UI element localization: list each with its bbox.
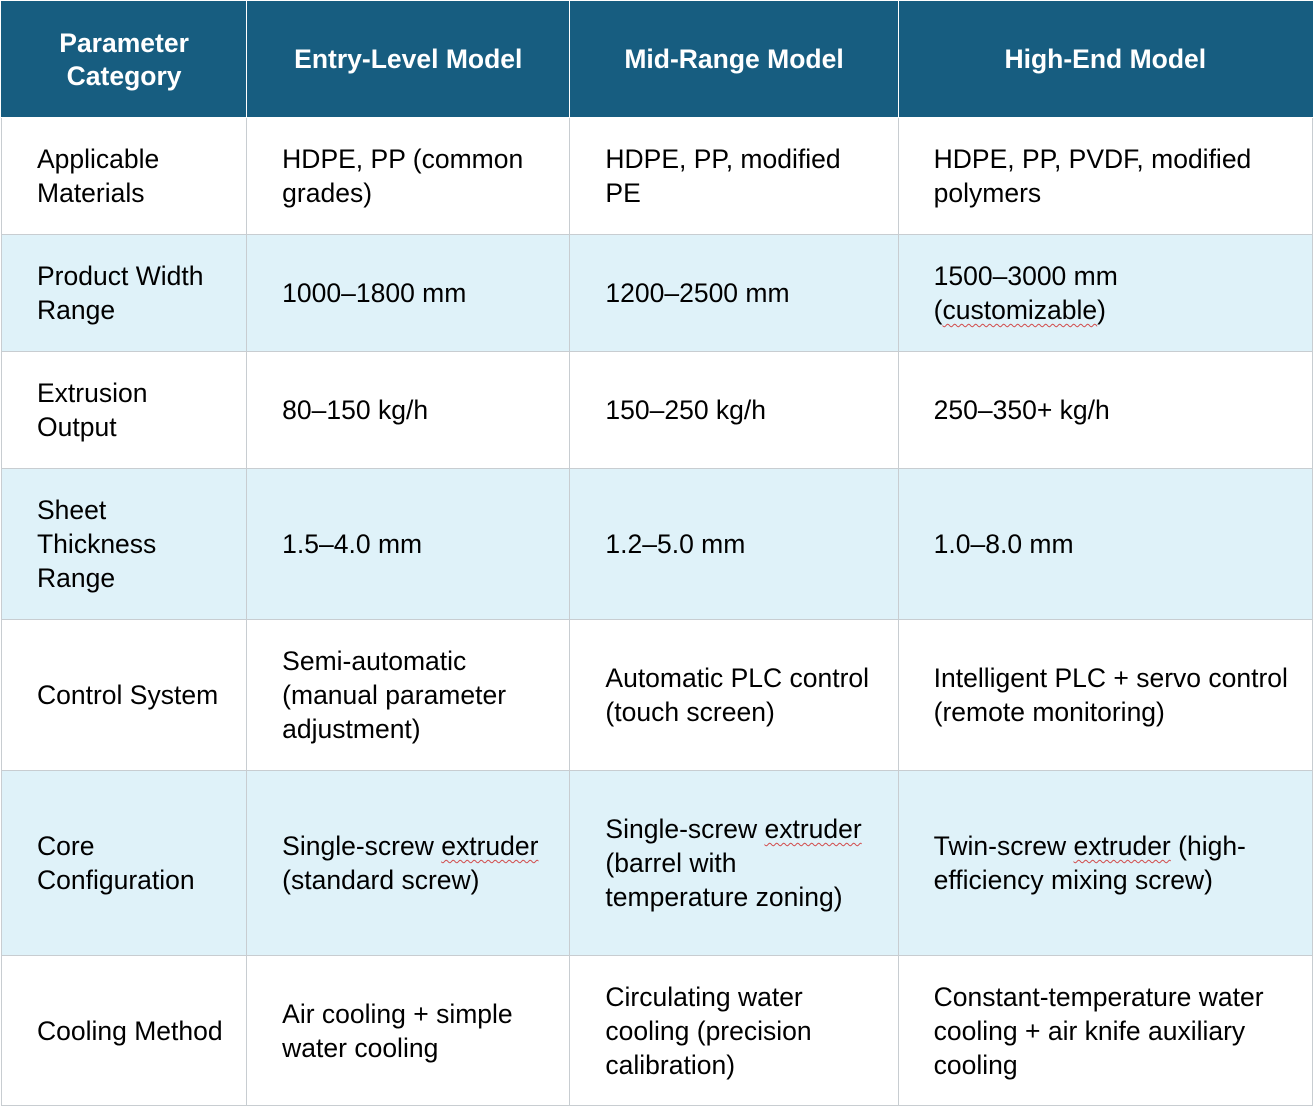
high-end-cell: HDPE, PP, PVDF, modified polymers [897, 117, 1314, 235]
cell-text: ) [1097, 295, 1106, 325]
category-cell: Applicable Materials [0, 117, 248, 235]
category-cell: Extrusion Output [0, 351, 248, 469]
header-row: Parameter Category Entry-Level Model Mid… [0, 1, 1314, 118]
category-cell: Control System [0, 619, 248, 771]
entry-level-cell: 1.5–4.0 mm [246, 468, 571, 620]
mid-range-cell: HDPE, PP, modified PE [569, 117, 899, 235]
table-row: Sheet Thickness Range 1.5–4.0 mm 1.2–5.0… [0, 468, 1314, 620]
high-end-cell: 250–350+ kg/h [897, 351, 1314, 469]
spellcheck-word: extruder [441, 831, 539, 861]
table-row: Control System Semi-automatic (manual pa… [0, 619, 1314, 771]
entry-level-cell: Single-screw extruder (standard screw) [246, 770, 571, 956]
mid-range-cell: Automatic PLC control (touch screen) [569, 619, 899, 771]
spellcheck-word: customizable [942, 295, 1098, 325]
table-row: Product Width Range 1000–1800 mm 1200–25… [0, 234, 1314, 352]
high-end-cell: 1.0–8.0 mm [897, 468, 1314, 620]
spellcheck-word: extruder [764, 814, 862, 844]
category-cell: Cooling Method [0, 955, 248, 1106]
mid-range-cell: 1.2–5.0 mm [569, 468, 899, 620]
mid-range-cell: Single-screw extruder (barrel with tempe… [569, 770, 899, 956]
high-end-cell: Twin-screw extruder (high-efficiency mix… [897, 770, 1314, 956]
spellcheck-word: extruder [1073, 831, 1171, 861]
table-row: Extrusion Output 80–150 kg/h 150–250 kg/… [0, 351, 1314, 469]
table-row: Applicable Materials HDPE, PP (common gr… [0, 117, 1314, 235]
category-cell: Core Configuration [0, 770, 248, 956]
cell-text: Twin-screw [933, 831, 1074, 861]
header-mid-range-model: Mid-Range Model [569, 1, 899, 118]
header-parameter-category: Parameter Category [0, 1, 248, 118]
entry-level-cell: 1000–1800 mm [246, 234, 571, 352]
category-cell: Sheet Thickness Range [0, 468, 248, 620]
cell-text: Single-screw [282, 831, 442, 861]
high-end-cell: 1500–3000 mm (customizable) [897, 234, 1314, 352]
table-row: Cooling Method Air cooling + simple wate… [0, 955, 1314, 1106]
table-row: Core Configuration Single-screw extruder… [0, 770, 1314, 956]
cell-text: 1500–3000 mm ( [933, 261, 1118, 325]
header-high-end-model: High-End Model [897, 1, 1314, 118]
mid-range-cell: 150–250 kg/h [569, 351, 899, 469]
high-end-cell: Constant-temperature water cooling + air… [897, 955, 1314, 1106]
cell-text: (barrel with temperature zoning) [605, 848, 843, 912]
mid-range-cell: 1200–2500 mm [569, 234, 899, 352]
entry-level-cell: Semi-automatic (manual parameter adjustm… [246, 619, 571, 771]
cell-text: Single-screw [605, 814, 765, 844]
cell-text: (high-efficiency mixing screw) [933, 831, 1246, 895]
high-end-cell: Intelligent PLC + servo control (remote … [897, 619, 1314, 771]
header-entry-level-model: Entry-Level Model [246, 1, 571, 118]
entry-level-cell: Air cooling + simple water cooling [246, 955, 571, 1106]
entry-level-cell: 80–150 kg/h [246, 351, 571, 469]
category-cell: Product Width Range [0, 234, 248, 352]
mid-range-cell: Circulating water cooling (precision cal… [569, 955, 899, 1106]
cell-text: (standard screw) [282, 865, 480, 895]
entry-level-cell: HDPE, PP (common grades) [246, 117, 571, 235]
